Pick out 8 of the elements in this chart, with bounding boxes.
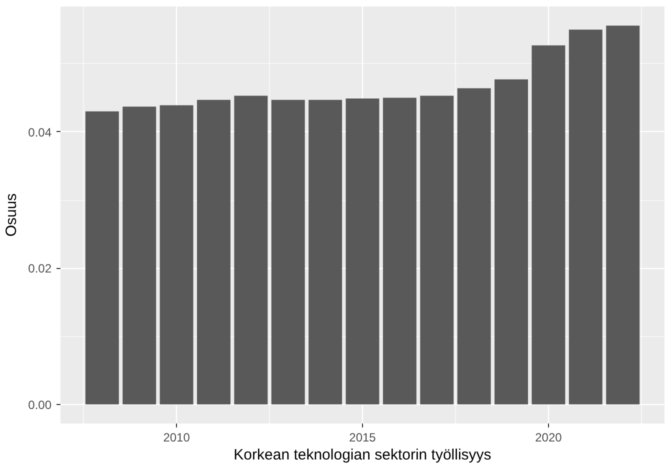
- y-axis-title: Osuus: [3, 193, 20, 237]
- x-tick-label: 2010: [163, 430, 190, 444]
- y-tick-label: 0.02: [28, 262, 52, 276]
- x-axis-title: Korkean teknologian sektorin työllisyys: [234, 446, 492, 464]
- y-tick-label: 0.04: [28, 125, 52, 140]
- y-tick-label: 0.00: [28, 398, 52, 412]
- x-tick-label: 2020: [535, 430, 562, 444]
- x-tick-label: 2015: [349, 430, 376, 444]
